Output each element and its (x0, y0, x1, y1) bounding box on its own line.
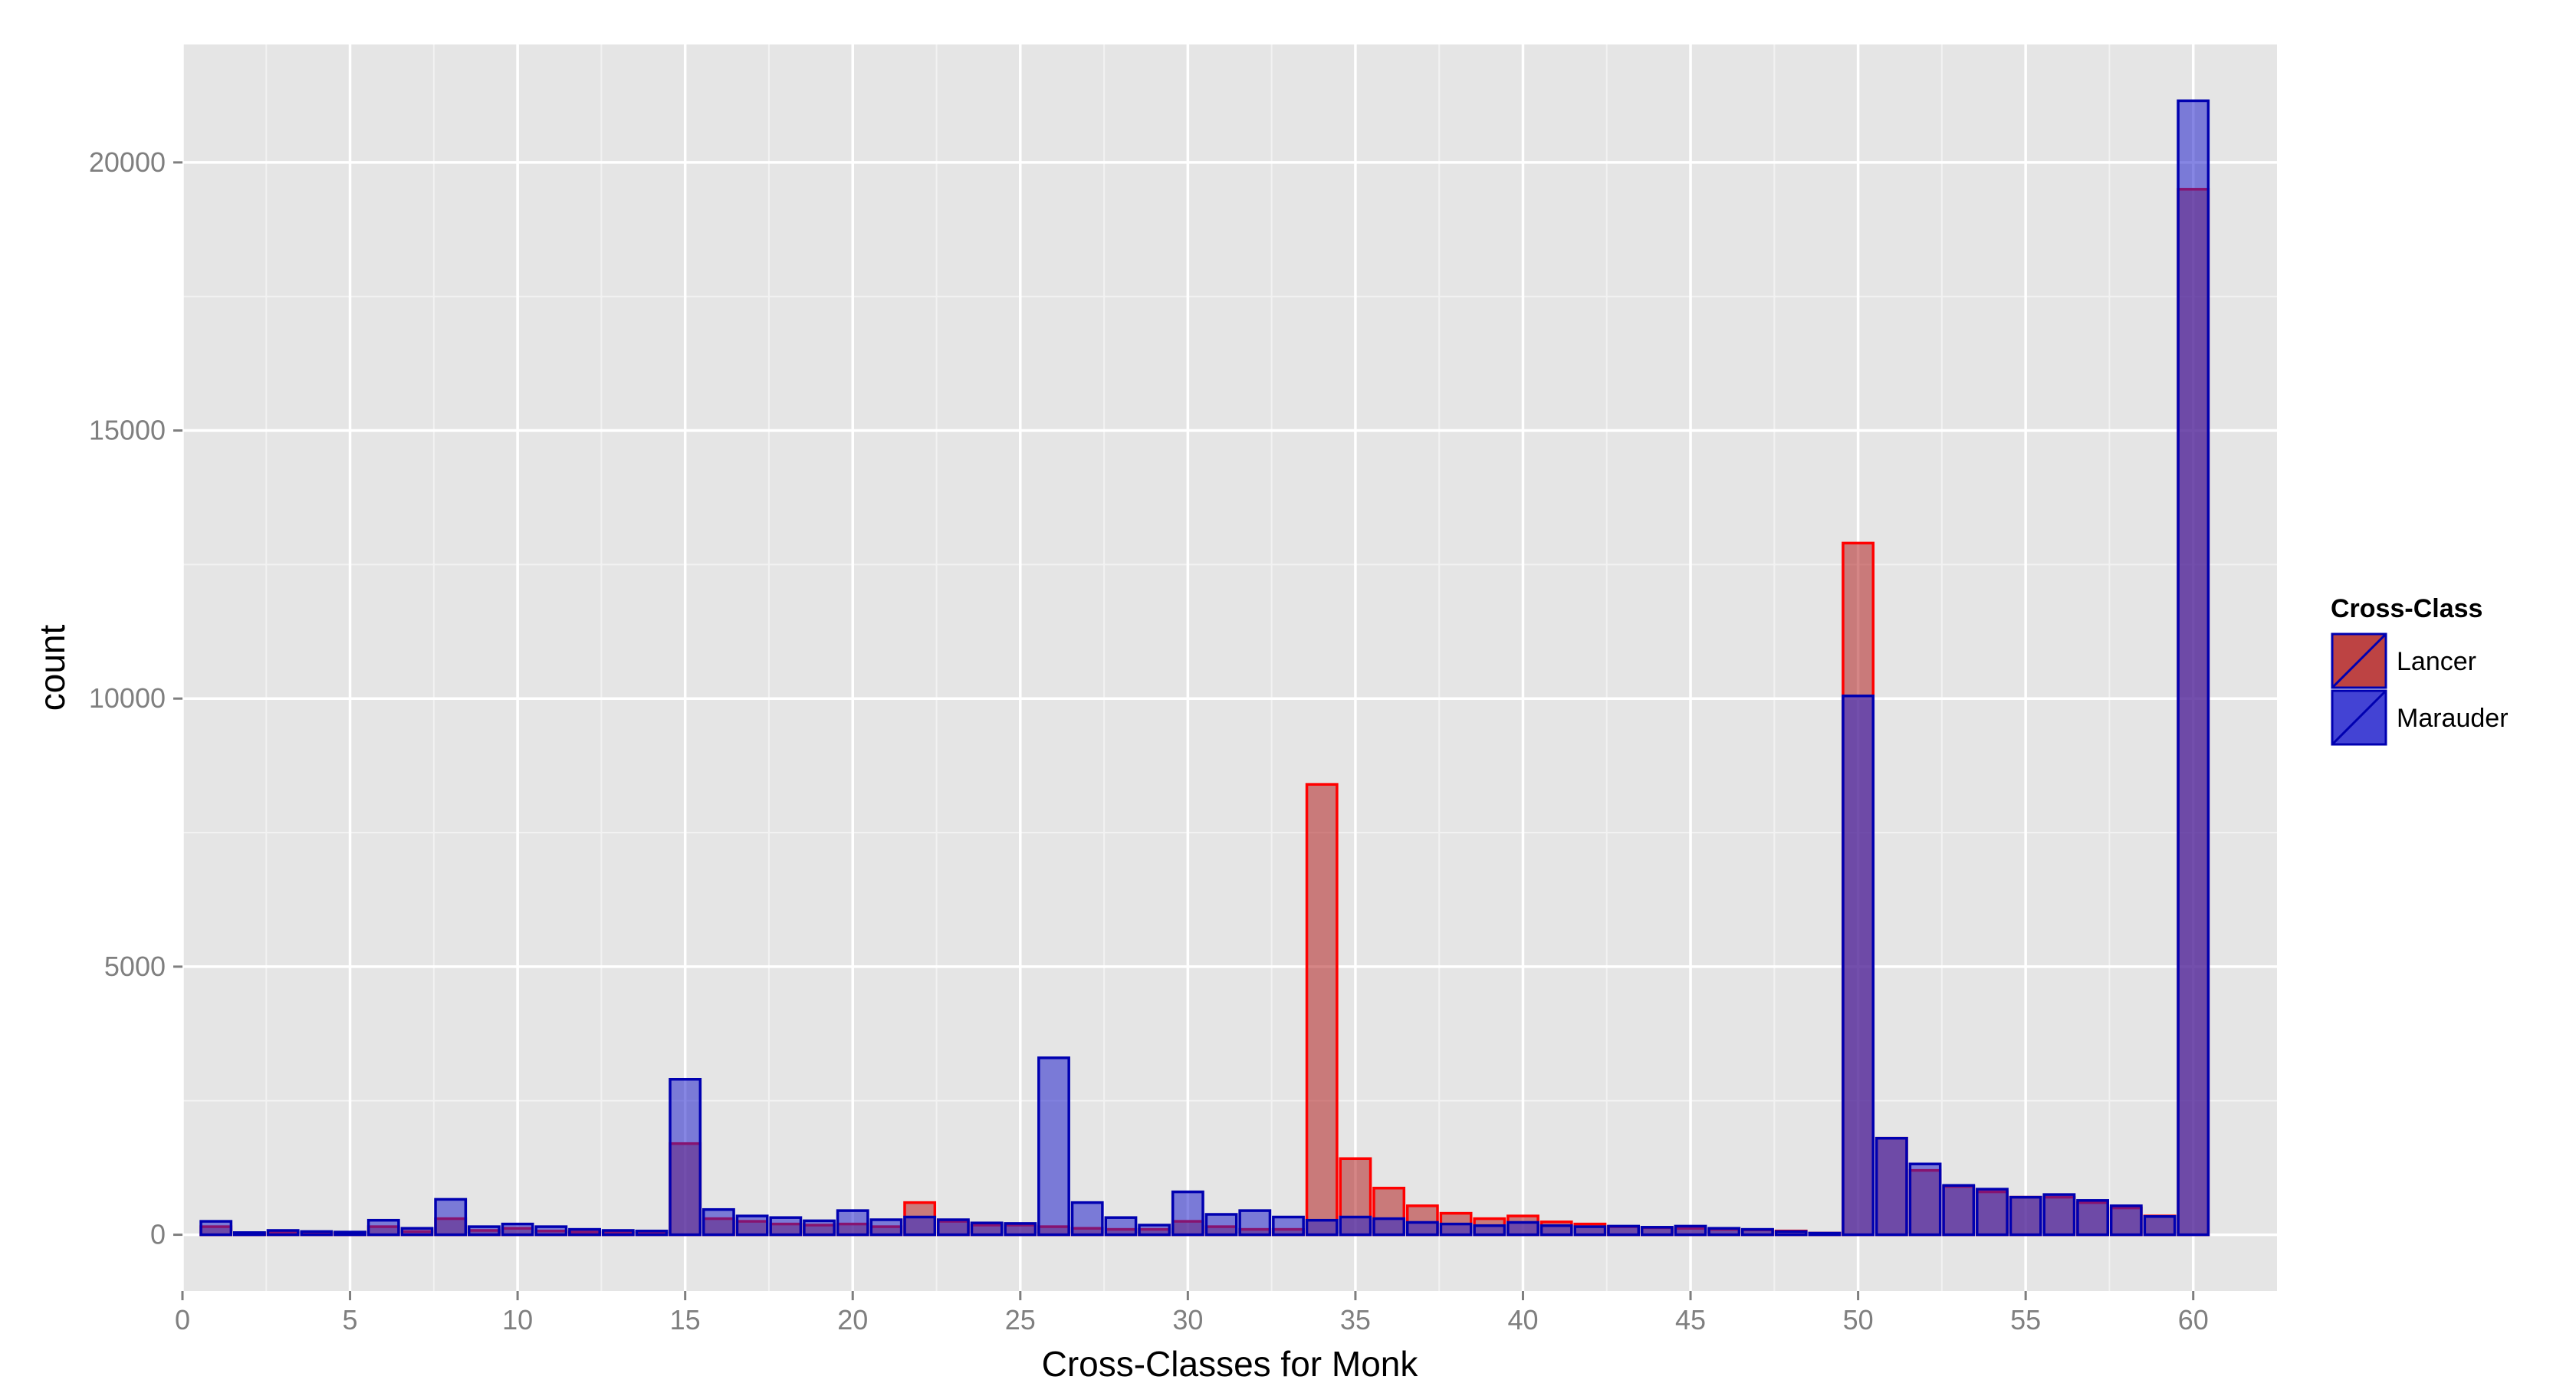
bar-marauder (1607, 1224, 1641, 1237)
grid-lines (181, 44, 2277, 1291)
legend-key-marauder (2331, 689, 2387, 746)
bar-lancer (1305, 783, 1339, 1237)
legend-key-diagonal (2331, 689, 2387, 746)
x-tick-label: 30 (1172, 1304, 1203, 1336)
bar-marauder (568, 1227, 601, 1237)
y-tick-label: 5000 (104, 951, 166, 982)
plot-panel (182, 44, 2277, 1291)
bar-marauder (1808, 1231, 1842, 1237)
bar-marauder (1104, 1216, 1138, 1237)
bar-marauder (803, 1219, 836, 1237)
x-tick-label: 40 (1507, 1304, 1538, 1336)
bar-marauder (300, 1230, 334, 1237)
bar-marauder (970, 1221, 1004, 1237)
x-tick-label: 50 (1843, 1304, 1874, 1336)
bar-marauder (1842, 694, 1875, 1237)
x-tick-label: 60 (2178, 1304, 2209, 1336)
legend-title: Cross-Class (2331, 594, 2482, 623)
bar-marauder (1171, 1190, 1204, 1237)
bar-marauder (1506, 1221, 1539, 1237)
bar-marauder (1473, 1224, 1506, 1237)
bar-marauder (601, 1229, 635, 1237)
bar-marauder (334, 1230, 366, 1237)
legend-key-lancer (2331, 632, 2387, 689)
bar-marauder (702, 1207, 735, 1237)
bar-marauder (735, 1214, 769, 1237)
bar-marauder (366, 1218, 400, 1237)
bar-marauder (1640, 1226, 1674, 1237)
axes: 0 5 10 15 20 25 30 35 40 45 50 55 60 0 5000 10000 15000 2… (89, 146, 2209, 1336)
bar-marauder (1372, 1217, 1406, 1237)
bar-marauder (233, 1231, 266, 1237)
y-tick-label: 15000 (89, 415, 166, 446)
y-axis-title: count (32, 625, 72, 711)
bar-marauder (1573, 1225, 1607, 1237)
bar-marauder (1439, 1222, 1473, 1237)
bar-marauder (266, 1229, 300, 1237)
x-tick-label: 0 (175, 1304, 190, 1336)
bar-marauder (2143, 1215, 2177, 1237)
bar-marauder (400, 1227, 434, 1237)
bar-marauder (1004, 1222, 1037, 1237)
bar-marauder (1037, 1056, 1070, 1237)
bar-marauder (2109, 1204, 2143, 1237)
bar-marauder (1070, 1201, 1104, 1237)
x-tick-label: 10 (502, 1304, 533, 1336)
bar-marauder (2009, 1195, 2042, 1237)
x-tick-label: 35 (1340, 1304, 1371, 1336)
bar-marauder (903, 1215, 937, 1237)
bar-marauder (1707, 1227, 1741, 1237)
legend-key-diagonal (2331, 632, 2387, 689)
bar-marauder (769, 1216, 803, 1237)
bar-marauder (836, 1209, 869, 1237)
x-axis-title: Cross-Classes for Monk (1042, 1344, 1419, 1384)
marauder-bars (199, 99, 2210, 1237)
bar-marauder (1305, 1218, 1339, 1237)
x-tick-label: 55 (2010, 1304, 2041, 1336)
bar-marauder (936, 1218, 970, 1237)
y-tick-label: 10000 (89, 682, 166, 714)
bar-marauder (869, 1218, 903, 1237)
bar-marauder (1774, 1230, 1808, 1237)
bar-marauder (2177, 99, 2210, 1237)
bar-marauder (1539, 1224, 1573, 1237)
bar-marauder (1908, 1162, 1942, 1237)
bar-marauder (635, 1229, 669, 1237)
bar-marauder (1272, 1215, 1305, 1237)
x-tick-label: 5 (343, 1304, 358, 1336)
bar-marauder (1238, 1209, 1272, 1237)
bar-marauder (501, 1222, 534, 1237)
bar-marauder (2076, 1199, 2110, 1237)
bar-marauder (1138, 1224, 1171, 1237)
bar-marauder (434, 1198, 468, 1237)
bar-marauder (1204, 1213, 1238, 1237)
bar-marauder (2042, 1193, 2076, 1237)
bar-marauder (199, 1220, 233, 1237)
bar-marauder (467, 1225, 501, 1237)
bar-marauder (1741, 1227, 1774, 1237)
x-tick-label: 20 (837, 1304, 868, 1336)
x-tick-label: 45 (1675, 1304, 1706, 1336)
y-tick-label: 20000 (89, 146, 166, 178)
bar-marauder (1976, 1188, 2009, 1237)
x-tick-label: 25 (1005, 1304, 1036, 1336)
bar-marauder (1875, 1136, 1908, 1237)
bar-marauder (669, 1078, 702, 1237)
legend: Cross-Class Lancer Marauder (2331, 594, 2509, 746)
bar-marauder (534, 1225, 568, 1237)
bar-marauder (1674, 1224, 1707, 1237)
bar-marauder (1942, 1184, 1976, 1237)
bar-marauder (1405, 1221, 1439, 1237)
y-tick-label: 0 (150, 1219, 166, 1250)
x-tick-label: 15 (670, 1304, 701, 1336)
legend-label-marauder: Marauder (2397, 704, 2509, 733)
bar-marauder (1339, 1215, 1372, 1237)
legend-label-lancer: Lancer (2397, 647, 2476, 676)
